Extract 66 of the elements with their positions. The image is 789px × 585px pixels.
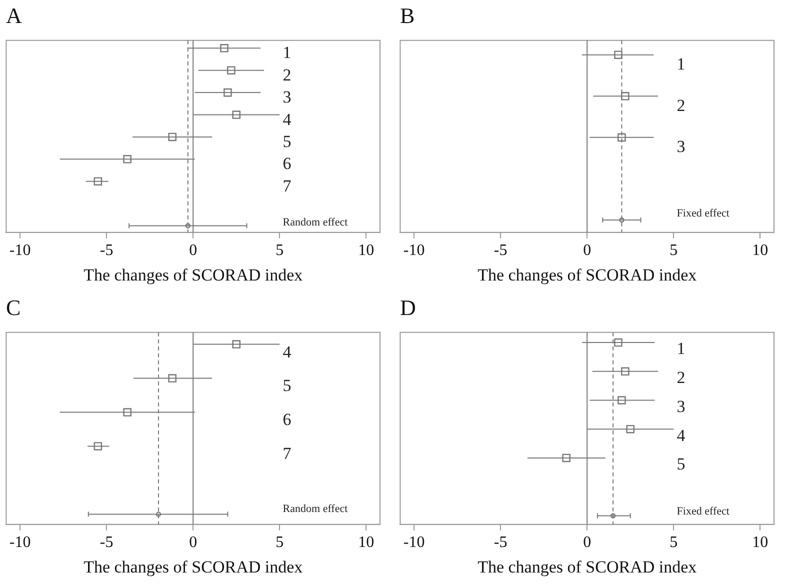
x-tick-label: 0: [189, 242, 198, 260]
y-tick-label: 7: [282, 444, 292, 464]
x-tick-label: 0: [583, 534, 592, 552]
x-tick-label: 0: [583, 242, 592, 260]
point: [94, 177, 102, 186]
point: [626, 424, 634, 434]
x-axis-title: The changes of SCORAD index: [84, 265, 304, 284]
x-tick-label: 10: [358, 534, 374, 552]
y-tick-label: 3: [676, 137, 686, 156]
point: [610, 513, 616, 518]
x-tick-label: 0: [189, 534, 198, 552]
y-tick-label: Fixed effect: [676, 208, 730, 220]
y-tick-label: 2: [282, 65, 292, 84]
y-tick-label: 1: [676, 54, 686, 74]
point: [562, 454, 570, 462]
point: [220, 44, 228, 52]
point: [168, 132, 176, 142]
point: [168, 374, 176, 382]
x-tick-label: -5: [100, 534, 114, 552]
point: [185, 223, 191, 228]
point: [614, 338, 622, 347]
y-tick-label: 5: [676, 454, 686, 474]
chart-title: B: [400, 2, 415, 28]
point: [156, 512, 162, 517]
y-tick-label: 4: [282, 342, 292, 362]
y-tick-label: 4: [676, 426, 686, 445]
y-tick-label: Random effect: [282, 503, 348, 515]
y-tick-label: 6: [282, 154, 292, 174]
point: [94, 442, 102, 450]
x-tick-label: -5: [494, 534, 508, 552]
x-axis-title: The changes of SCORAD index: [478, 265, 698, 284]
x-tick-label: -10: [403, 242, 425, 260]
point: [621, 367, 630, 376]
y-tick-label: 7: [282, 176, 292, 196]
y-tick-label: 3: [676, 396, 686, 416]
y-tick-label: Random effect: [282, 216, 348, 228]
y-tick-label: 3: [282, 88, 292, 107]
y-tick-label: 5: [282, 376, 292, 396]
x-tick-label: -10: [9, 242, 31, 260]
point: [618, 396, 626, 404]
x-tick-label: 10: [358, 242, 374, 260]
chart-title: A: [6, 2, 22, 28]
x-axis-title: The changes of SCORAD index: [478, 557, 698, 576]
y-tick-label: 4: [282, 110, 292, 129]
chart-title: C: [6, 294, 21, 320]
y-tick-label: 1: [676, 339, 686, 358]
y-tick-label: 5: [282, 132, 292, 151]
point: [123, 408, 132, 416]
x-tick-label: 10: [752, 242, 768, 260]
x-tick-label: -5: [100, 242, 114, 260]
y-tick-label: 6: [282, 410, 292, 430]
point: [232, 340, 240, 348]
x-tick-label: -10: [403, 534, 425, 552]
x-tick-label: -10: [9, 534, 31, 552]
y-tick-label: 2: [676, 96, 686, 115]
x-axis-title: The changes of SCORAD index: [84, 557, 304, 576]
x-tick-label: -5: [494, 242, 508, 260]
point: [227, 66, 236, 74]
x-tick-label: 10: [752, 534, 768, 552]
y-tick-label: Fixed effect: [676, 505, 730, 518]
chart-title: D: [400, 294, 416, 320]
point: [224, 88, 232, 97]
y-tick-label: 1: [282, 43, 292, 62]
point: [232, 110, 240, 119]
point: [123, 155, 132, 164]
y-tick-label: 2: [676, 368, 686, 388]
